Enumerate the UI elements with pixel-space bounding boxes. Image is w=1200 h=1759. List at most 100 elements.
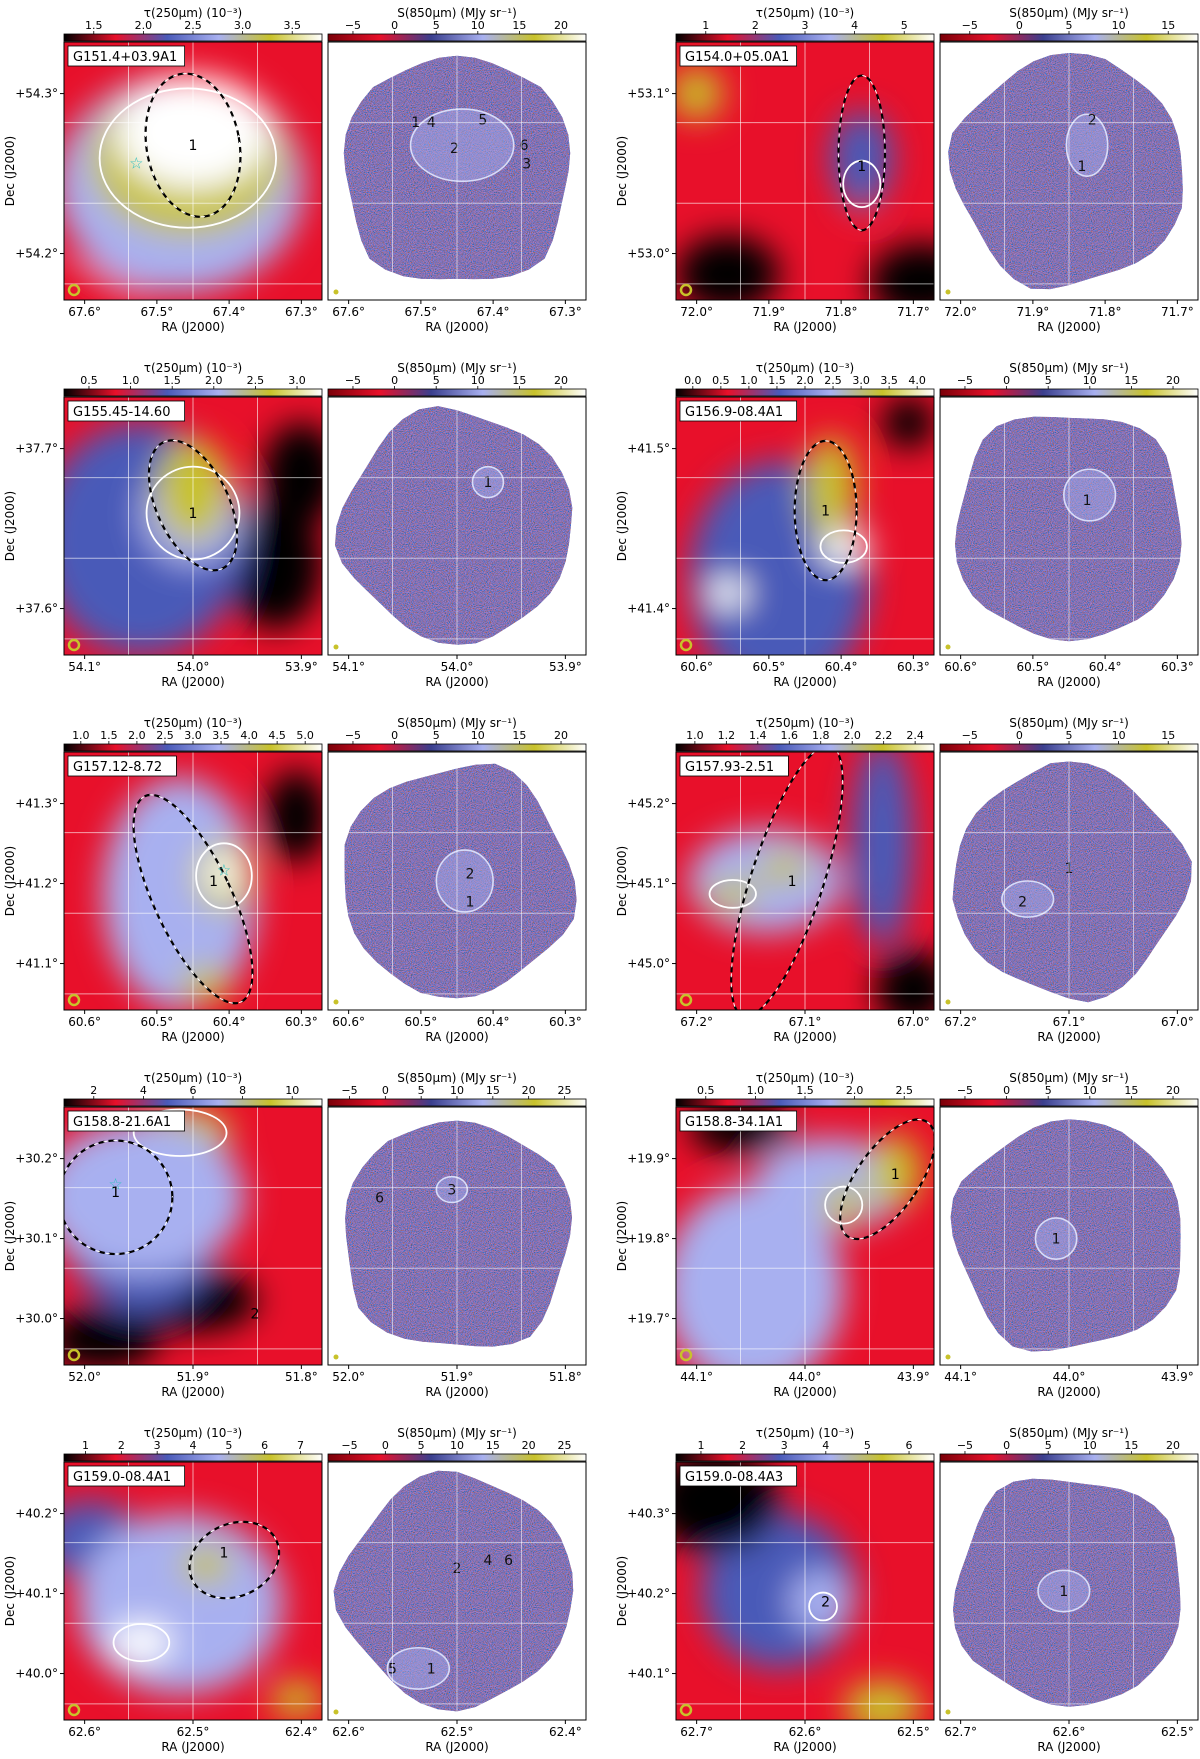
tau-map: 1 (676, 1107, 934, 1365)
source-label: 2 (1018, 895, 1027, 911)
s850-colorbar-tick: 0 (391, 19, 398, 32)
ra-axis-label: RA (J2000) (773, 675, 836, 689)
tau-colorbar-tick: 2.5 (156, 729, 174, 742)
dec-tick-label: +53.1° (627, 87, 670, 101)
dec-tick-label: +40.2° (15, 1507, 58, 1521)
s850-colorbar-tick: 5 (418, 1439, 425, 1452)
s850-colorbar-tick: 15 (1161, 729, 1175, 742)
tau-colorbar-tick: 2.4 (906, 729, 924, 742)
s850-colorbar-tick: 0 (382, 1439, 389, 1452)
ra-axis-label: RA (J2000) (425, 320, 488, 334)
s850-colorbar-tick: 15 (512, 374, 526, 387)
s850-colorbar-tick: 20 (1166, 1084, 1180, 1097)
tau-emission-blob (882, 397, 934, 449)
ra-tick-label: 54.0° (177, 660, 210, 674)
tau-emission-blob (758, 852, 811, 884)
ra-tick-label: 67.1° (789, 1015, 822, 1029)
tau-colorbar-tick: 4.0 (240, 729, 258, 742)
ra-tick-label: 62.7° (944, 1725, 977, 1739)
dec-tick-label: +30.2° (15, 1152, 58, 1166)
s850-colorbar-tick: 15 (486, 1084, 500, 1097)
tau-colorbar-tick: 1.4 (749, 729, 767, 742)
ra-tick-label: 54.1° (68, 660, 101, 674)
tau-colorbar-tick: 5 (864, 1439, 871, 1452)
s850-colorbar-tick: 5 (433, 729, 440, 742)
tau-colorbar-label: τ(250μm) (10⁻³) (756, 361, 854, 375)
source-label: 6 (504, 1553, 513, 1569)
s850-colorbar-tick: 10 (471, 19, 485, 32)
tau-colorbar-tick: 1.8 (812, 729, 830, 742)
s850-contour (435, 849, 494, 913)
ra-tick-label: 67.2° (680, 1015, 713, 1029)
s850-colorbar-label: S(850μm) (MJy sr⁻¹) (1009, 716, 1129, 730)
tau-emission-blob (64, 1308, 160, 1365)
s850-frame (327, 751, 587, 1011)
field-name: G157.12-8.72 (73, 760, 162, 775)
ra-tick-label: 51.9° (177, 1370, 210, 1384)
dec-axis-label: Dec (J2000) (615, 136, 629, 206)
ra-tick-label: 62.4° (549, 1725, 582, 1739)
ra-tick-label: 71.8° (825, 305, 858, 319)
clump-label: 1 (857, 159, 866, 175)
tau-colorbar-tick: 1.5 (100, 729, 118, 742)
ra-axis-label: RA (J2000) (161, 320, 224, 334)
tau-colorbar-tick: 2.5 (247, 374, 265, 387)
tau-colorbar-tick: 2.5 (824, 374, 842, 387)
tau-colorbar-tick: 3.5 (283, 19, 301, 32)
tau-emission-blob (851, 752, 914, 946)
tau-emission-blob (110, 1621, 173, 1664)
s850-colorbar-tick: 20 (522, 1439, 536, 1452)
dec-tick-label: +54.2° (15, 247, 58, 261)
dec-axis-label: Dec (J2000) (3, 1556, 17, 1626)
source-label: 1 (427, 1661, 436, 1677)
dec-axis-label: Dec (J2000) (615, 846, 629, 916)
ra-tick-label: 60.6° (944, 660, 977, 674)
ra-axis-label: RA (J2000) (1037, 1385, 1100, 1399)
tau-emission-blob (64, 1119, 245, 1275)
tau-emission-blob (676, 1462, 780, 1553)
tau-colorbar-tick: 2 (739, 1439, 746, 1452)
tau-colorbar-label: τ(250μm) (10⁻³) (144, 6, 242, 20)
tau-emission-blob (262, 422, 322, 526)
s850-colorbar-tick: 10 (471, 374, 485, 387)
tau-emission-blob (102, 777, 258, 1010)
tau-map: 2 (676, 1462, 934, 1720)
tau-emission-blob (830, 111, 893, 205)
s850-colorbar-tick: −5 (962, 19, 978, 32)
tau-emission-blob (688, 829, 844, 933)
tau-frame (63, 751, 323, 1011)
s850-colorbar-tick: 20 (1166, 1439, 1180, 1452)
tau-colorbar-tick: 1.5 (163, 374, 181, 387)
s850-colorbar (327, 388, 587, 397)
tau-contour (112, 1623, 171, 1663)
ra-tick-label: 71.8° (1089, 305, 1122, 319)
source-label: 1 (465, 895, 474, 911)
ra-tick-label: 60.3° (1161, 660, 1194, 674)
dec-tick-label: +30.0° (15, 1312, 58, 1326)
tau-map: 1 (64, 1462, 322, 1720)
ra-tick-label: 67.5° (405, 305, 438, 319)
field-name: G159.0-08.4A1 (73, 1470, 171, 1485)
tau-colorbar-tick: 5 (225, 1439, 232, 1452)
tau-colorbar-label: τ(250μm) (10⁻³) (756, 1426, 854, 1440)
tau-colorbar-tick: 2.5 (895, 1084, 913, 1097)
s850-colorbar (939, 1098, 1199, 1107)
ra-tick-label: 67.0° (1161, 1015, 1194, 1029)
clump-label: 1 (189, 506, 198, 522)
s850-contour (409, 108, 515, 183)
dec-tick-label: +45.0° (627, 957, 670, 971)
panel-pair: τ(250μm) (10⁻³) 0.5 1.0 1.5 2.0 2.5 3.0 S(850μm… (3, 361, 587, 689)
field-name: G158.8-21.6A1 (73, 1115, 171, 1130)
tau-colorbar (63, 388, 323, 397)
tau-emission-blob (706, 577, 749, 609)
tau-colorbar-tick: 1.0 (686, 729, 704, 742)
tau-colorbar-tick: 5.0 (296, 729, 314, 742)
dec-tick-label: +30.1° (15, 1232, 58, 1246)
ra-tick-label: 44.0° (1053, 1370, 1086, 1384)
beam-icon (945, 1709, 951, 1715)
dec-tick-label: +19.9° (627, 1152, 670, 1166)
tau-colorbar-tick: 2 (752, 19, 759, 32)
ra-tick-label: 62.6° (1053, 1725, 1086, 1739)
ra-tick-label: 67.2° (944, 1015, 977, 1029)
s850-contour (1034, 1217, 1078, 1261)
